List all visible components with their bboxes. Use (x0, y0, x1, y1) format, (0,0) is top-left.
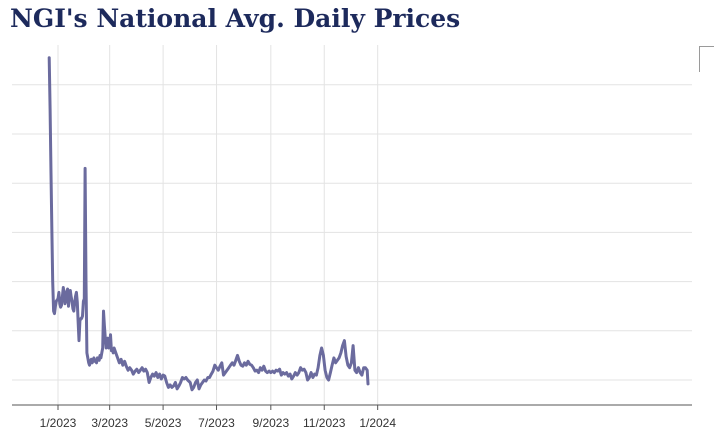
x-tick-label: 5/2023 (145, 416, 182, 430)
frame-edge-top (699, 46, 714, 47)
price-series-line (47, 56, 370, 392)
series-layer (47, 56, 370, 392)
axes (12, 404, 692, 410)
x-tick-label: 1/2024 (359, 416, 396, 430)
x-tick-label: 7/2023 (198, 416, 235, 430)
frame-edge-side (699, 46, 700, 72)
x-tick-label: 11/2023 (303, 416, 346, 430)
x-tick-labels: 1/2023 3/2023 5/2023 7/2023 9/2023 11/2023 1/2… (40, 416, 397, 430)
chart-title: NGI's National Avg. Daily Prices (10, 4, 461, 33)
gridlines (12, 45, 692, 405)
x-tick-label: 1/2023 (40, 416, 77, 430)
x-tick-label: 3/2023 (91, 416, 128, 430)
x-tick-label: 9/2023 (252, 416, 289, 430)
